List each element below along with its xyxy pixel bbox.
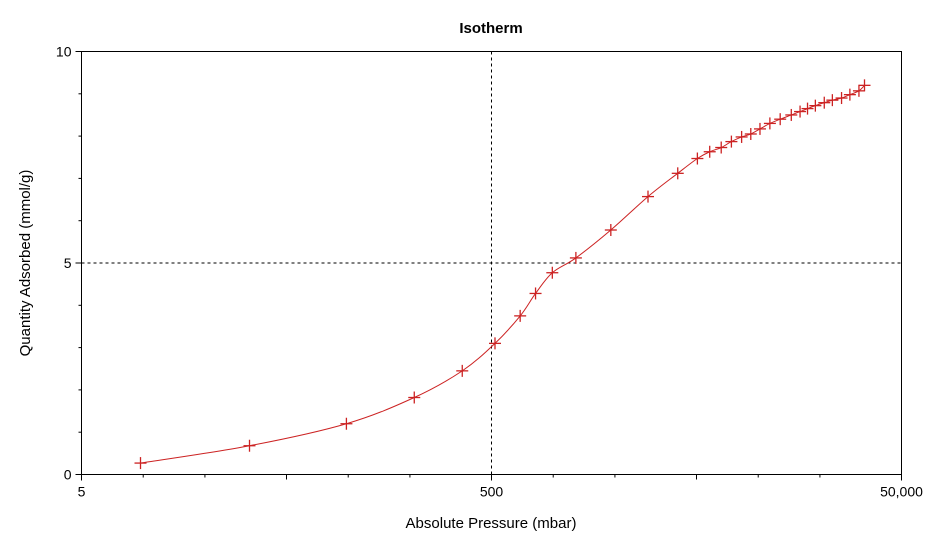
data-point xyxy=(858,79,871,92)
chart-title: Isotherm xyxy=(459,20,522,37)
data-point xyxy=(134,457,147,470)
grid-lines xyxy=(81,51,902,475)
data-point xyxy=(703,145,716,158)
data-point xyxy=(642,190,655,203)
data-point xyxy=(514,309,527,322)
data-point xyxy=(725,135,738,148)
x-tick-label: 50,000 xyxy=(880,484,923,500)
data-point xyxy=(774,113,787,126)
x-tick-label: 5 xyxy=(78,484,86,500)
data-point xyxy=(408,391,421,404)
data-point xyxy=(801,102,814,115)
data-point xyxy=(809,99,822,112)
data-point xyxy=(546,266,559,279)
data-point xyxy=(456,364,469,377)
data-point xyxy=(671,167,684,180)
data-point xyxy=(715,141,728,154)
data-point xyxy=(340,417,353,430)
series-line xyxy=(140,84,865,464)
data-point xyxy=(569,251,582,264)
data-point xyxy=(835,92,848,105)
data-point xyxy=(243,439,256,452)
data-point xyxy=(488,337,501,350)
data-point xyxy=(744,127,757,140)
data-point xyxy=(604,224,617,237)
y-tick-label: 5 xyxy=(64,255,72,271)
data-point xyxy=(529,287,542,300)
axis-ticks xyxy=(75,51,902,481)
data-point xyxy=(785,108,798,121)
series-layer xyxy=(134,79,871,470)
data-point xyxy=(794,105,807,118)
x-tick-label: 500 xyxy=(480,484,504,500)
y-axis-label: Quantity Adsorbed (mmol/g) xyxy=(17,170,34,357)
y-tick-label: 10 xyxy=(56,44,72,60)
data-point xyxy=(691,152,704,165)
data-point xyxy=(753,122,766,135)
data-point xyxy=(843,88,856,101)
x-axis-label: Absolute Pressure (mbar) xyxy=(406,515,577,532)
y-tick-label: 0 xyxy=(64,467,72,483)
data-point xyxy=(852,84,865,97)
data-point xyxy=(818,96,831,109)
data-point xyxy=(763,117,776,130)
data-point xyxy=(826,94,839,107)
data-point xyxy=(735,130,748,143)
